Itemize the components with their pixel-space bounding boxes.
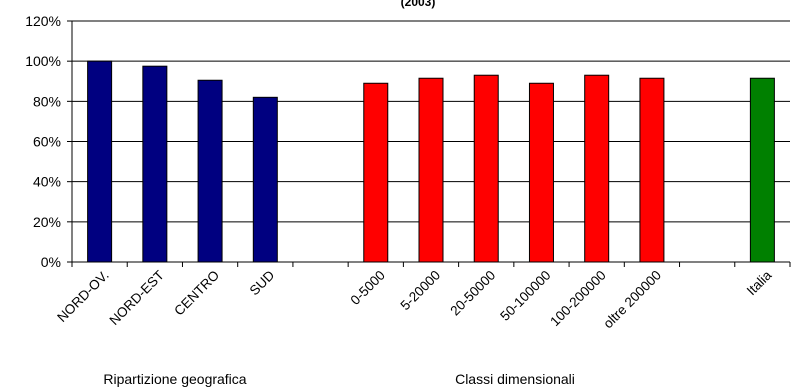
x-tick-label: Italia: [744, 267, 775, 298]
group-label-size-classes: Classi dimensionali: [455, 371, 575, 387]
bar: [142, 65, 168, 263]
x-tick-label: CENTRO: [171, 268, 222, 319]
x-tick-label: NORD-EST: [107, 268, 167, 328]
bar: [363, 82, 389, 263]
x-tick-labels: NORD-OV.NORD-EST CENTRO SUD 0-5000 5-20000 20…: [54, 267, 775, 331]
x-tick-label: NORD-OV.: [54, 268, 111, 325]
x-tick-label: SUD: [247, 267, 278, 298]
bar: [584, 74, 610, 263]
y-tick-label: 120%: [25, 13, 61, 29]
bar: [639, 77, 665, 263]
y-tick-label: 60%: [33, 134, 61, 150]
y-tick-label: 40%: [33, 174, 61, 190]
x-tick-label: 100-200000: [547, 268, 609, 330]
y-tick-label: 20%: [33, 214, 61, 230]
bar: [528, 82, 554, 263]
x-tick-label: 0-5000: [348, 268, 388, 308]
bar: [418, 77, 444, 263]
bar: [252, 96, 278, 263]
x-tick-label: oltre 200000: [600, 268, 664, 332]
y-tick-label: 100%: [25, 53, 61, 69]
y-tick-label: 0%: [41, 254, 61, 270]
y-tick-labels: 0% 20% 40% 60% 80% 100% 120%: [25, 13, 61, 270]
bars: [87, 60, 775, 263]
bar: [87, 60, 113, 263]
x-tick-label: 5-20000: [397, 268, 443, 314]
group-label-geographic: Ripartizione geografica: [103, 371, 246, 387]
bar: [749, 77, 775, 263]
bar: [473, 74, 499, 263]
y-tick-label: 80%: [33, 93, 61, 109]
chart-title: (2003): [401, 0, 436, 9]
bar: [197, 79, 223, 263]
x-tick-label: 50-100000: [497, 268, 553, 324]
x-tick-label: 20-50000: [447, 268, 498, 319]
